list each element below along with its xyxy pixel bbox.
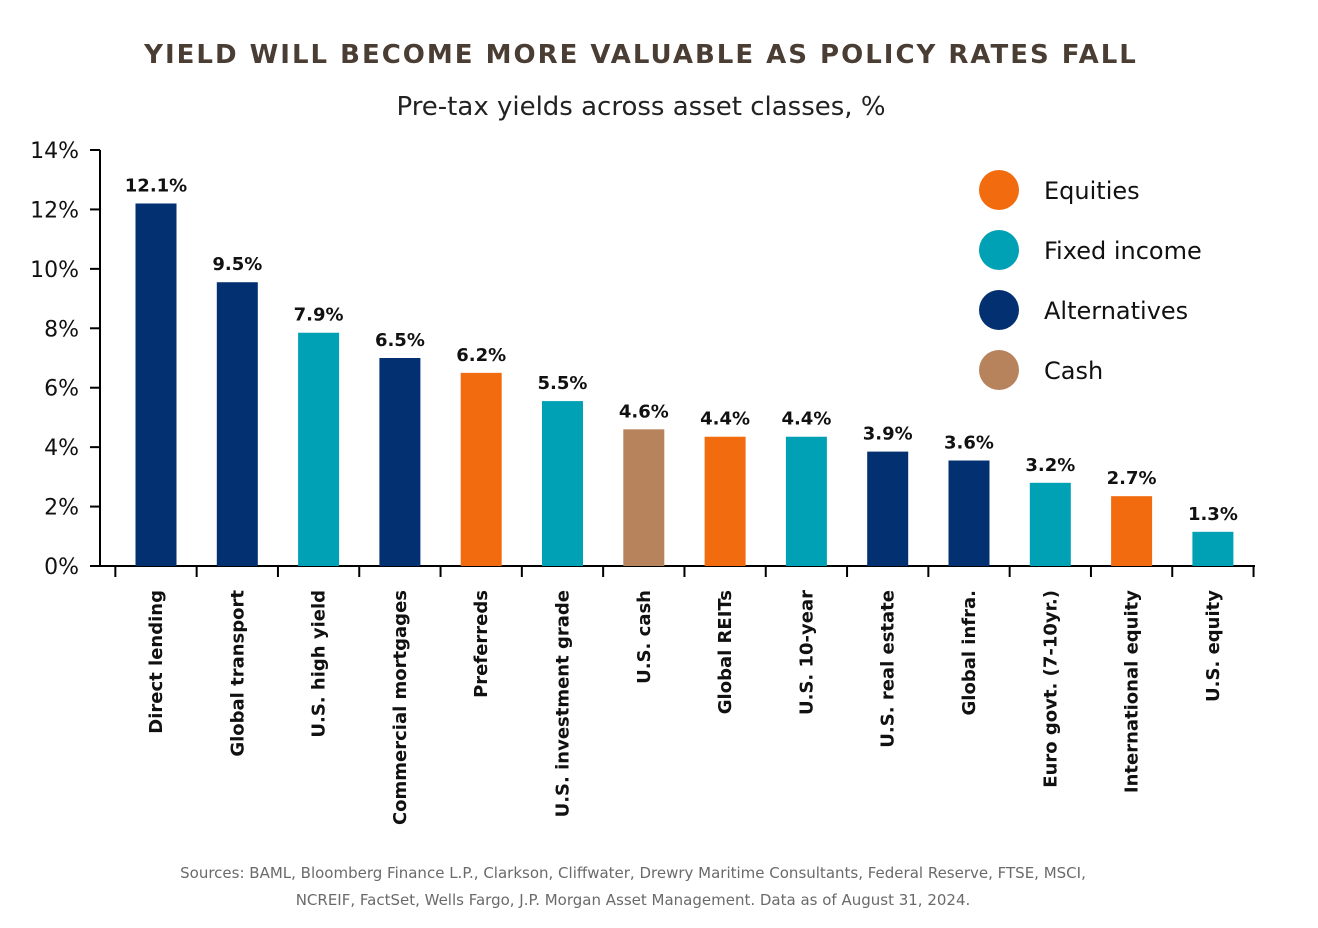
y-tick-label: 2% bbox=[44, 496, 79, 521]
source-note-line-1: Sources: BAML, Bloomberg Finance L.P., C… bbox=[180, 864, 1086, 882]
legend: Equities Fixed income Alternatives Cash bbox=[979, 170, 1202, 390]
data-label: 3.2% bbox=[1025, 455, 1075, 476]
category-label: U.S. real estate bbox=[878, 590, 899, 748]
bar bbox=[542, 401, 583, 566]
x-axis bbox=[100, 565, 1255, 577]
y-tick-label: 6% bbox=[44, 377, 79, 402]
bar bbox=[298, 332, 340, 566]
source-note-line-2: NCREIF, FactSet, Wells Fargo, J.P. Morga… bbox=[295, 891, 971, 909]
category-label: Euro govt. (7-10yr.) bbox=[1040, 590, 1061, 788]
legend-label: Cash bbox=[1044, 357, 1103, 385]
data-label: 1.3% bbox=[1188, 504, 1238, 525]
legend-swatch bbox=[979, 290, 1019, 330]
category-label: U.S. high yield bbox=[309, 590, 330, 738]
data-label: 4.6% bbox=[619, 401, 669, 422]
category-label: U.S. equity bbox=[1203, 590, 1224, 702]
bar bbox=[704, 436, 746, 566]
data-label: 3.6% bbox=[944, 433, 994, 454]
legend-swatch bbox=[979, 230, 1019, 270]
bar bbox=[623, 429, 665, 566]
y-tick-label: 12% bbox=[30, 198, 79, 223]
bar bbox=[379, 358, 421, 566]
data-label: 4.4% bbox=[700, 409, 750, 430]
category-label: U.S. investment grade bbox=[553, 590, 574, 817]
data-label: 12.1% bbox=[125, 175, 187, 196]
chart-title: YIELD WILL BECOME MORE VALUABLE AS POLIC… bbox=[144, 40, 1138, 70]
bar bbox=[460, 372, 502, 566]
bars bbox=[135, 203, 1234, 566]
bar bbox=[1029, 482, 1071, 566]
category-label: Preferreds bbox=[471, 590, 492, 698]
data-label: 5.5% bbox=[538, 373, 588, 394]
data-label: 7.9% bbox=[294, 305, 344, 326]
legend-label: Fixed income bbox=[1044, 237, 1202, 265]
category-label: U.S. 10-year bbox=[796, 590, 817, 715]
category-label: International equity bbox=[1122, 590, 1143, 793]
y-axis: 0% 2% 4% 6% 8% 10% 12% 14% bbox=[30, 139, 101, 580]
legend-label: Equities bbox=[1044, 177, 1140, 205]
bar-chart: 0% 2% 4% 6% 8% 10% 12% 14% 12.1% 9.5% 7.9% 6.5% 6.2… bbox=[30, 139, 1255, 825]
bar bbox=[1192, 531, 1234, 566]
data-label: 3.9% bbox=[863, 424, 913, 445]
category-label: U.S. cash bbox=[634, 590, 655, 684]
bar bbox=[867, 451, 909, 566]
category-label: Global REITs bbox=[715, 590, 736, 714]
bar bbox=[1111, 496, 1153, 566]
y-tick-label: 10% bbox=[30, 258, 79, 283]
data-label: 9.5% bbox=[212, 254, 262, 275]
data-label: 4.4% bbox=[781, 409, 831, 430]
data-labels: 12.1% 9.5% 7.9% 6.5% 6.2% 5.5% 4.6% 4.4% 4.4% 3.9… bbox=[125, 175, 1238, 524]
y-tick-label: 14% bbox=[30, 139, 79, 164]
legend-label: Alternatives bbox=[1044, 297, 1188, 325]
legend-swatch bbox=[979, 170, 1019, 210]
chart-subtitle: Pre-tax yields across asset classes, % bbox=[396, 92, 886, 122]
data-label: 6.5% bbox=[375, 330, 425, 351]
legend-swatch bbox=[979, 350, 1019, 390]
bar bbox=[948, 460, 990, 566]
y-tick-label: 8% bbox=[44, 317, 79, 342]
category-label: Global infra. bbox=[959, 590, 980, 715]
data-label: 6.2% bbox=[456, 345, 506, 366]
y-tick-label: 0% bbox=[44, 555, 79, 580]
bar bbox=[785, 436, 827, 566]
category-label: Commercial mortgages bbox=[390, 590, 411, 825]
category-label: Direct lending bbox=[146, 590, 167, 734]
data-label: 2.7% bbox=[1107, 468, 1157, 489]
category-label: Global transport bbox=[227, 590, 248, 757]
bar bbox=[216, 282, 258, 566]
y-tick-label: 4% bbox=[44, 436, 79, 461]
category-labels: Direct lending Global transport U.S. high … bbox=[146, 590, 1224, 825]
bar bbox=[135, 203, 177, 566]
